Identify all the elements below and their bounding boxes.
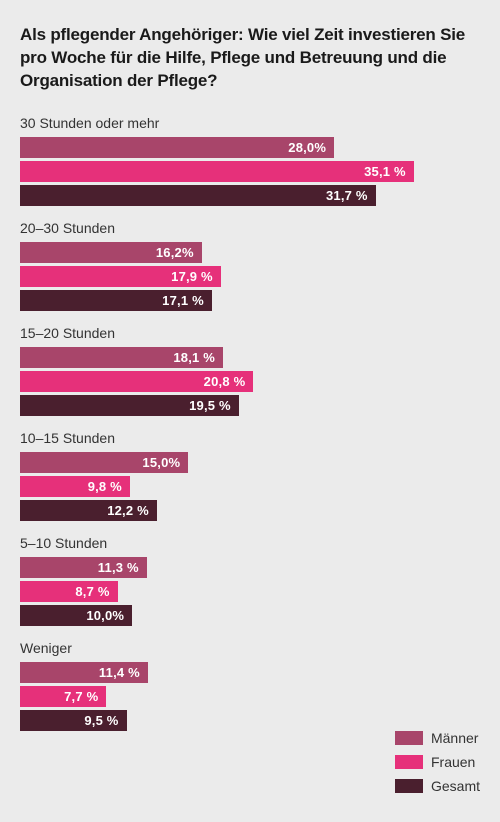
bar-value-label: 28,0%	[288, 140, 326, 155]
group-bars: 16,2% 17,9 % 17,1 %	[20, 242, 480, 311]
bar-value-label: 9,8 %	[88, 479, 122, 494]
bar-g: 31,7 %	[20, 185, 376, 206]
bar-m: 11,3 %	[20, 557, 147, 578]
bar-g: 10,0%	[20, 605, 132, 626]
bar-m: 28,0%	[20, 137, 334, 158]
bar-g: 17,1 %	[20, 290, 212, 311]
chart-title: Als pflegender Angehöriger: Wie viel Zei…	[20, 24, 480, 93]
chart-group: 5–10 Stunden 11,3 % 8,7 % 10,0%	[20, 535, 480, 626]
group-label: 10–15 Stunden	[20, 430, 480, 446]
bar-row: 7,7 %	[20, 686, 480, 707]
chart-group: 30 Stunden oder mehr 28,0% 35,1 % 31,7 %	[20, 115, 480, 206]
group-label: 15–20 Stunden	[20, 325, 480, 341]
bar-row: 11,4 %	[20, 662, 480, 683]
bar-value-label: 19,5 %	[189, 398, 231, 413]
group-bars: 18,1 % 20,8 % 19,5 %	[20, 347, 480, 416]
group-bars: 28,0% 35,1 % 31,7 %	[20, 137, 480, 206]
group-bars: 15,0% 9,8 % 12,2 %	[20, 452, 480, 521]
bar-row: 35,1 %	[20, 161, 480, 182]
bar-row: 17,1 %	[20, 290, 480, 311]
bar-m: 15,0%	[20, 452, 188, 473]
bar-value-label: 16,2%	[156, 245, 194, 260]
bar-value-label: 9,5 %	[84, 713, 118, 728]
bar-row: 16,2%	[20, 242, 480, 263]
group-label: Weniger	[20, 640, 480, 656]
bar-f: 17,9 %	[20, 266, 221, 287]
bar-value-label: 8,7 %	[75, 584, 109, 599]
legend-swatch	[395, 779, 423, 793]
group-label: 30 Stunden oder mehr	[20, 115, 480, 131]
bar-row: 18,1 %	[20, 347, 480, 368]
bar-f: 8,7 %	[20, 581, 118, 602]
chart-legend: Männer Frauen Gesamt	[395, 730, 480, 794]
group-label: 5–10 Stunden	[20, 535, 480, 551]
chart-group: 15–20 Stunden 18,1 % 20,8 % 19,5 %	[20, 325, 480, 416]
bar-row: 10,0%	[20, 605, 480, 626]
bar-value-label: 17,9 %	[171, 269, 213, 284]
bar-row: 15,0%	[20, 452, 480, 473]
bar-f: 7,7 %	[20, 686, 106, 707]
group-label: 20–30 Stunden	[20, 220, 480, 236]
bar-row: 12,2 %	[20, 500, 480, 521]
bar-f: 20,8 %	[20, 371, 253, 392]
chart-group: Weniger 11,4 %7,7 % 9,5 %	[20, 640, 480, 731]
bar-row: 17,9 %	[20, 266, 480, 287]
bar-g: 9,5 %	[20, 710, 127, 731]
bar-row: 31,7 %	[20, 185, 480, 206]
legend-swatch	[395, 731, 423, 745]
legend-label: Gesamt	[431, 778, 480, 794]
bar-value-label: 18,1 %	[173, 350, 215, 365]
bar-value-label: 11,4 %	[99, 665, 140, 680]
bar-value-label: 17,1 %	[162, 293, 204, 308]
bar-row: 9,5 %	[20, 710, 480, 731]
bar-value-label: 35,1 %	[364, 164, 406, 179]
bar-value-label: 31,7 %	[326, 188, 368, 203]
bar-value-label: 10,0%	[86, 608, 124, 623]
bar-m: 16,2%	[20, 242, 202, 263]
bar-f: 35,1 %	[20, 161, 414, 182]
bar-value-label: 7,7 %	[64, 689, 98, 704]
bar-f: 9,8 %	[20, 476, 130, 497]
legend-item-g: Gesamt	[395, 778, 480, 794]
legend-swatch	[395, 755, 423, 769]
legend-label: Frauen	[431, 754, 475, 770]
bar-m: 18,1 %	[20, 347, 223, 368]
bar-row: 19,5 %	[20, 395, 480, 416]
group-bars: 11,4 %7,7 % 9,5 %	[20, 662, 480, 731]
legend-label: Männer	[431, 730, 478, 746]
chart-group: 10–15 Stunden 15,0% 9,8 % 12,2 %	[20, 430, 480, 521]
legend-item-m: Männer	[395, 730, 480, 746]
bar-row: 9,8 %	[20, 476, 480, 497]
chart-group: 20–30 Stunden 16,2% 17,9 % 17,1 %	[20, 220, 480, 311]
chart-groups: 30 Stunden oder mehr 28,0% 35,1 % 31,7 % 20–…	[20, 115, 480, 731]
legend-item-f: Frauen	[395, 754, 480, 770]
bar-row: 11,3 %	[20, 557, 480, 578]
bar-row: 8,7 %	[20, 581, 480, 602]
group-bars: 11,3 % 8,7 % 10,0%	[20, 557, 480, 626]
bar-g: 19,5 %	[20, 395, 239, 416]
bar-value-label: 20,8 %	[204, 374, 246, 389]
bar-g: 12,2 %	[20, 500, 157, 521]
bar-value-label: 15,0%	[142, 455, 180, 470]
bar-row: 20,8 %	[20, 371, 480, 392]
bar-value-label: 12,2 %	[107, 503, 149, 518]
bar-value-label: 11,3 %	[98, 560, 139, 575]
bar-m: 11,4 %	[20, 662, 148, 683]
bar-row: 28,0%	[20, 137, 480, 158]
